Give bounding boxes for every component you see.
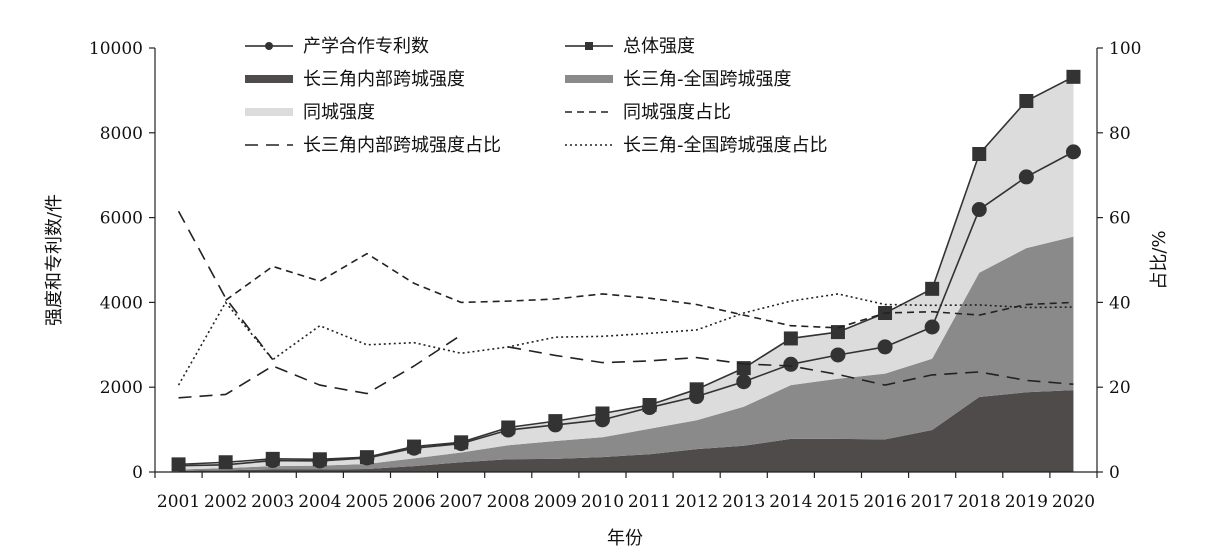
square-marker — [1019, 94, 1034, 108]
square-marker — [830, 325, 845, 340]
circle-marker — [1018, 169, 1034, 185]
square-marker — [642, 398, 657, 413]
x-tick-label: 2013 — [722, 492, 765, 512]
legend-label: 长三角-全国跨城强度 — [623, 69, 792, 90]
legend-label: 长三角-全国跨城强度占比 — [623, 135, 828, 156]
y-tick-label-left: 8000 — [100, 124, 143, 144]
series-line-9 — [178, 334, 462, 399]
area-2 — [178, 236, 1074, 471]
x-tick-label: 2017 — [911, 492, 954, 512]
x-tick-label: 2015 — [816, 492, 859, 512]
legend-swatch — [245, 108, 293, 116]
x-tick-label: 2001 — [157, 492, 200, 512]
square-marker — [218, 455, 233, 470]
legend-label: 同城强度占比 — [623, 102, 731, 123]
y-tick-label-right: 100 — [1109, 39, 1141, 59]
series-line-1 — [178, 151, 1074, 467]
y-tick-label-right: 40 — [1109, 293, 1131, 313]
series-line-2 — [178, 76, 1074, 466]
y-tick-label-left: 0 — [132, 463, 143, 483]
square-marker — [1066, 69, 1081, 84]
y-tick-label-left: 10000 — [89, 39, 143, 59]
series-line-8 — [177, 293, 1074, 386]
square-marker — [265, 451, 280, 466]
square-marker — [171, 457, 186, 472]
x-tick-label: 2005 — [345, 492, 388, 512]
circle-marker — [736, 374, 752, 390]
legend-square-marker — [585, 42, 593, 50]
legend-label: 产学合作专利数 — [303, 36, 429, 57]
square-marker — [972, 147, 987, 161]
x-tick-label: 2009 — [534, 492, 577, 512]
series-line-6 — [225, 252, 1074, 329]
x-axis-title: 年份 — [607, 528, 643, 549]
legend-swatch — [565, 75, 613, 83]
square-marker — [783, 331, 798, 346]
legend-swatch — [245, 75, 293, 83]
y-tick-label-left: 6000 — [100, 209, 143, 229]
area-3 — [178, 76, 1074, 470]
x-tick-label: 2010 — [581, 492, 624, 512]
square-marker — [689, 382, 704, 397]
x-tick-label: 2019 — [1005, 492, 1048, 512]
legend-label: 总体强度 — [623, 36, 695, 57]
square-marker — [359, 450, 374, 465]
circle-marker — [924, 319, 940, 335]
area-1 — [178, 390, 1074, 472]
x-tick-label: 2020 — [1052, 492, 1095, 512]
y-tick-label-right: 20 — [1109, 378, 1131, 398]
x-tick-label: 2018 — [958, 492, 1001, 512]
x-tick-label: 2011 — [628, 492, 671, 512]
x-tick-label: 2007 — [440, 492, 483, 512]
y-tick-label-right: 80 — [1109, 124, 1131, 144]
legend-circle-marker — [265, 42, 273, 50]
y-tick-label-left: 2000 — [100, 378, 143, 398]
circle-marker — [1065, 144, 1081, 160]
y-tick-label-left: 4000 — [100, 293, 143, 313]
x-tick-label: 2002 — [204, 492, 247, 512]
y-axis-title-right: 占比/% — [1149, 230, 1170, 289]
x-tick-label: 2008 — [487, 492, 530, 512]
y-axis-title-left: 强度和专利数/件 — [44, 194, 65, 326]
circle-marker — [783, 356, 799, 372]
x-tick-label: 2012 — [675, 492, 718, 512]
y-tick-label-right: 60 — [1109, 209, 1131, 229]
legend-label: 长三角内部跨城强度 — [303, 69, 465, 90]
legend-label: 同城强度 — [303, 102, 375, 123]
legend-label: 长三角内部跨城强度占比 — [303, 135, 501, 156]
x-tick-label: 2004 — [298, 492, 341, 512]
circle-marker — [830, 347, 846, 363]
square-marker — [312, 452, 327, 467]
square-marker — [454, 435, 469, 450]
square-marker — [925, 281, 940, 296]
circle-marker — [971, 202, 987, 218]
stacked-areas — [178, 76, 1074, 472]
square-marker — [595, 406, 610, 421]
circle-marker — [877, 339, 893, 355]
y-tick-label-right: 0 — [1109, 463, 1120, 483]
x-tick-label: 2003 — [251, 492, 294, 512]
square-marker — [548, 414, 563, 429]
square-marker — [501, 420, 516, 435]
square-marker — [407, 439, 422, 454]
series-lines — [171, 69, 1081, 472]
series-line-7 — [177, 210, 1074, 386]
x-tick-label: 2006 — [392, 492, 435, 512]
x-tick-label: 2016 — [863, 492, 906, 512]
x-tick-label: 2014 — [769, 492, 812, 512]
